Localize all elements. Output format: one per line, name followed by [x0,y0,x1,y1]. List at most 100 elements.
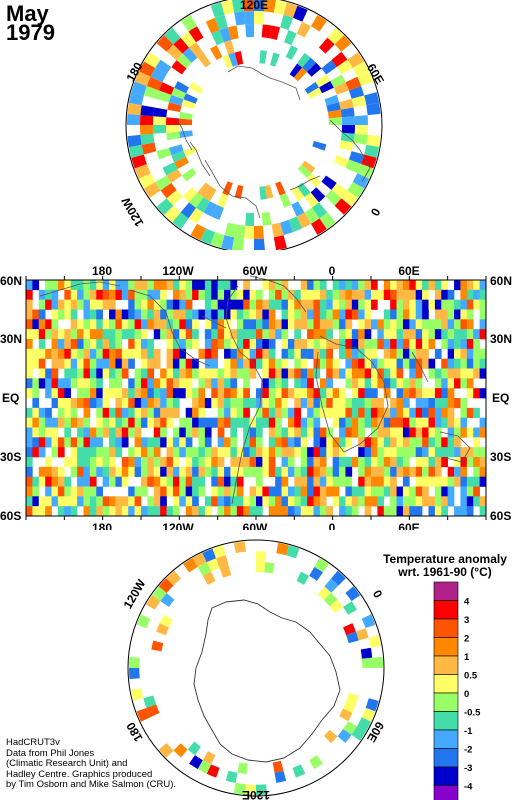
anomaly-cell [262,358,270,369]
anomaly-cell [203,201,217,217]
anomaly-cell [128,92,144,106]
anomaly-cell [428,398,436,409]
anomaly-cell [262,280,270,291]
anomaly-cell [326,319,333,330]
anomaly-cell [339,496,346,507]
anomaly-cell [396,368,404,379]
anomaly-cell [473,457,480,468]
anomaly-cell [383,427,391,438]
anomaly-cell [324,94,339,106]
anomaly-cell [204,368,212,379]
anomaly-cell [185,407,193,418]
anomaly-cell [307,476,314,487]
anomaly-cell [256,417,263,428]
anomaly-cell [332,486,340,497]
anomaly-cell [26,427,33,438]
anomaly-cell [128,339,135,350]
anomaly-cell [134,496,142,507]
anomaly-cell [415,496,423,507]
anomaly-cell [377,457,385,468]
anomaly-cell [319,447,327,458]
anomaly-cell [377,427,385,438]
anomaly-cell [160,299,167,310]
anomaly-cell [198,466,206,477]
anomaly-cell [189,42,204,58]
anomaly-cell [51,388,59,399]
anomaly-cell [339,368,346,379]
anomaly-cell [147,496,155,507]
anomaly-cell [300,417,308,428]
anomaly-cell [428,388,436,399]
anomaly-cell [139,125,154,135]
anomaly-cell [89,388,97,399]
anomaly-cell [441,339,448,350]
anomaly-cell [428,476,436,487]
anomaly-cell [460,466,468,477]
anomaly-cell [32,437,40,448]
anomaly-cell [281,437,289,448]
anomaly-cell [166,486,174,497]
anomaly-cell [77,280,84,291]
anomaly-cell [358,486,365,497]
anomaly-cell [447,437,455,448]
anomaly-cell [313,427,321,438]
anomaly-cell [57,447,65,458]
anomaly-cell [249,447,257,458]
anomaly-cell [364,407,372,418]
anomaly-cell [334,198,352,215]
anomaly-cell [57,309,65,320]
anomaly-cell [361,614,376,629]
anomaly-cell [454,417,461,428]
anomaly-cell [121,398,129,409]
legend-tick-label: -1 [464,726,473,737]
anomaly-cell [300,339,308,350]
anomaly-cell [275,280,282,291]
anomaly-cell [409,506,417,517]
anomaly-cell [409,388,417,399]
anomaly-cell [466,289,474,300]
anomaly-cell [281,289,289,300]
anomaly-cell [256,329,263,340]
anomaly-cell [321,175,337,190]
anomaly-cell [26,437,33,448]
anomaly-cell [390,417,397,428]
anomaly-cell [313,368,321,379]
anomaly-cell [390,309,397,320]
anomaly-cell [89,319,97,330]
anomaly-cell [219,565,232,578]
anomaly-cell [64,476,72,487]
anomaly-cell [275,496,282,507]
anomaly-cell [211,30,224,46]
anomaly-cell [234,11,246,26]
anomaly-cell [159,614,173,628]
anomaly-cell [185,368,193,379]
anomaly-cell [345,378,353,389]
anomaly-cell [364,348,372,359]
anomaly-cell [153,299,161,310]
anomaly-cell [358,476,365,487]
anomaly-cell [434,407,442,418]
anomaly-cell [236,388,244,399]
anomaly-cell [26,329,33,340]
anomaly-cell [38,329,46,340]
anomaly-cell [268,289,276,300]
anomaly-cell [390,407,397,418]
anomaly-cell [96,466,103,477]
anomaly-cell [96,378,103,389]
anomaly-cell [390,368,397,379]
anomaly-cell [147,388,155,399]
anomaly-cell [441,329,448,340]
anomaly-cell [224,388,231,399]
anomaly-cell [294,496,302,507]
anomaly-cell [64,280,72,291]
anomaly-cell [479,466,487,477]
anomaly-cell [236,339,244,350]
anomaly-cell [70,339,78,350]
anomaly-cell [172,398,180,409]
anomaly-cell [364,476,372,487]
anomaly-cell [57,437,65,448]
anomaly-cell [319,407,327,418]
anomaly-cell [409,466,417,477]
world-anomaly-cells [26,280,487,517]
anomaly-cell [211,486,218,497]
